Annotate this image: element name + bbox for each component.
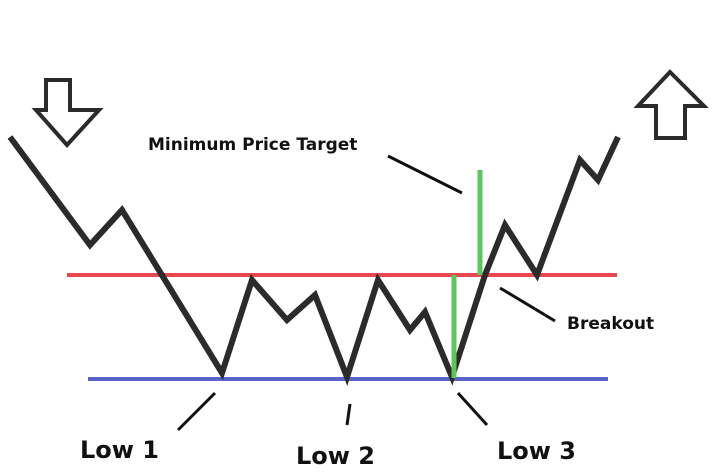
low3-label: Low 3 [497, 437, 576, 465]
down-arrow [31, 78, 104, 148]
target-label: Minimum Price Target [148, 135, 357, 155]
low1-label: Low 1 [80, 436, 159, 464]
low3-pointer [456, 391, 489, 427]
target-pointer [387, 154, 463, 195]
low1-pointer [176, 391, 217, 432]
breakout-label: Breakout [567, 314, 654, 334]
up-arrow [633, 69, 709, 140]
low2-label: Low 2 [296, 442, 375, 470]
breakout-pointer [499, 286, 556, 323]
low2-pointer [345, 403, 352, 426]
pointers [176, 154, 556, 432]
price-line [7, 135, 621, 386]
